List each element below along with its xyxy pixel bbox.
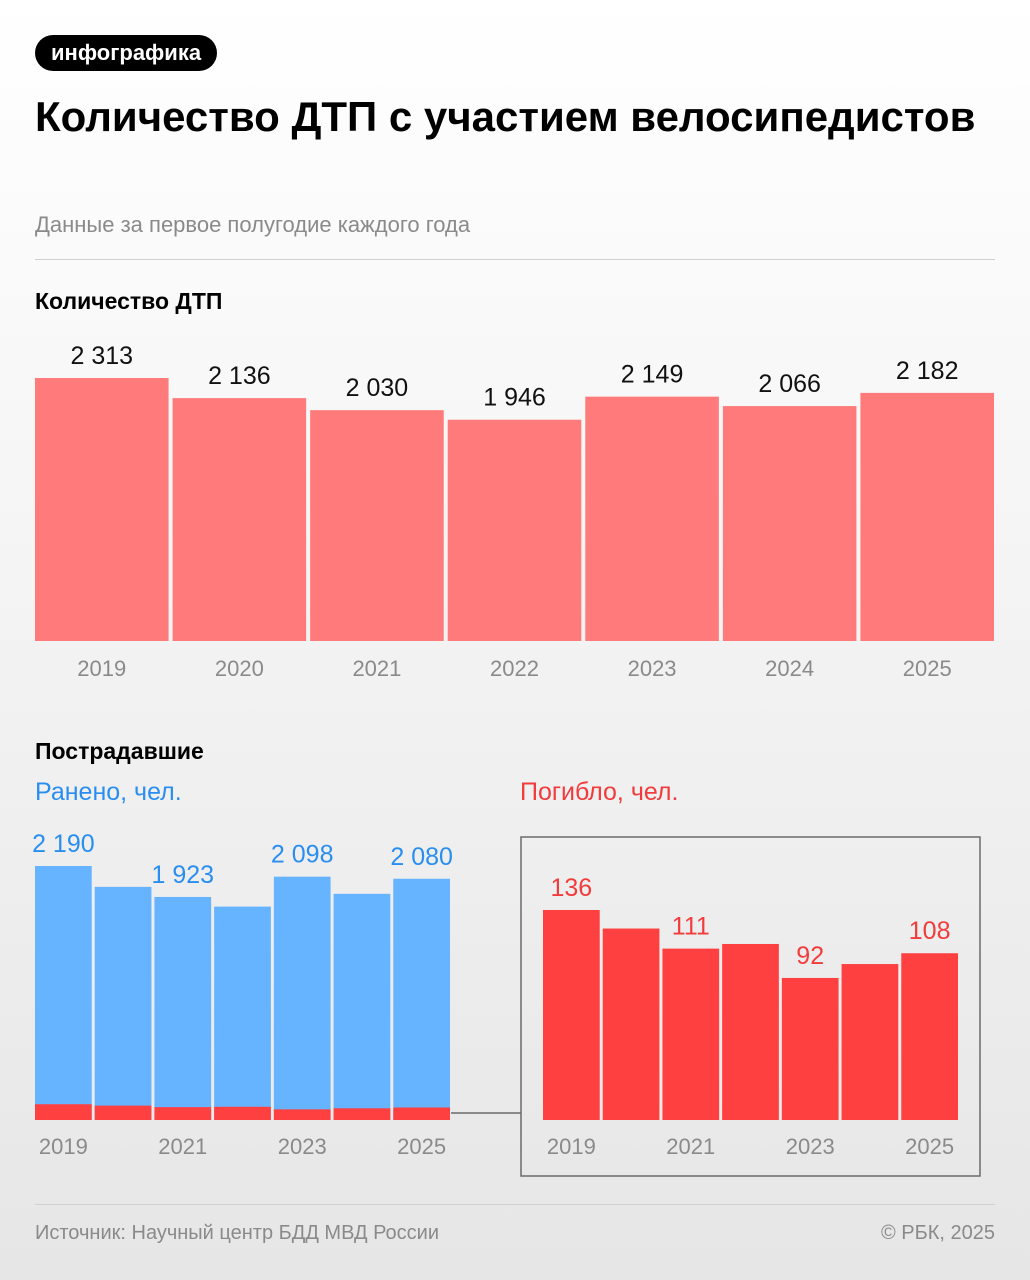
injured-overlay-killed-bar-2024 bbox=[333, 1108, 391, 1120]
injured-tick-label-2023: 2023 bbox=[278, 1134, 327, 1159]
accidents-bar-2019 bbox=[35, 378, 169, 641]
injured-bar-2024 bbox=[333, 893, 391, 1120]
killed-value-label-2025: 108 bbox=[909, 917, 951, 945]
killed-bar-2024 bbox=[841, 964, 899, 1120]
accidents-value-label-2023: 2 149 bbox=[621, 361, 684, 389]
accidents-tick-label-2022: 2022 bbox=[490, 656, 539, 681]
injured-overlay-killed-bar-2019 bbox=[35, 1104, 92, 1120]
accidents-value-label-2021: 2 030 bbox=[346, 374, 409, 402]
killed-bar-2022 bbox=[722, 943, 779, 1120]
injured-value-label-2019: 2 190 bbox=[32, 830, 95, 858]
divider-top bbox=[35, 259, 995, 260]
injured-bar-2019 bbox=[35, 866, 92, 1120]
accidents-tick-label-2024: 2024 bbox=[765, 656, 814, 681]
accidents-value-label-2022: 1 946 bbox=[483, 384, 546, 412]
page-title: Количество ДТП с участием велосипедистов bbox=[35, 93, 976, 140]
accidents-bar-2020 bbox=[172, 398, 307, 641]
killed-bar-2020 bbox=[602, 928, 660, 1120]
accidents-heading: Количество ДТП bbox=[35, 288, 223, 314]
injured-value-label-2023: 2 098 bbox=[271, 841, 334, 869]
injured-overlay-killed-bar-2021 bbox=[154, 1107, 212, 1120]
accidents-bar-2022 bbox=[447, 419, 582, 641]
accidents-value-label-2019: 2 313 bbox=[71, 342, 134, 370]
killed-bar-2021 bbox=[662, 948, 720, 1120]
killed-bar-2019 bbox=[543, 910, 600, 1120]
page-subtitle: Данные за первое полугодие каждого года bbox=[35, 212, 471, 237]
divider-bottom bbox=[35, 1204, 995, 1205]
accidents-bar-2023 bbox=[585, 396, 719, 641]
accidents-bar-2025 bbox=[860, 392, 994, 641]
injured-value-label-2025: 2 080 bbox=[390, 843, 453, 871]
injured-bar-2023 bbox=[273, 876, 331, 1120]
source-note: Источник: Научный центр БДД МВД России bbox=[35, 1222, 440, 1244]
injured-label: Ранено, чел. bbox=[35, 778, 182, 806]
injured-bar-2021 bbox=[154, 896, 212, 1120]
killed-value-label-2023: 92 bbox=[796, 942, 824, 970]
accidents-bar-2024 bbox=[722, 406, 857, 641]
injured-bar-2022 bbox=[214, 906, 271, 1120]
killed-tick-label-2021: 2021 bbox=[666, 1134, 715, 1159]
injured-value-label-2021: 1 923 bbox=[152, 861, 215, 889]
infographic-tag: инфографика bbox=[35, 35, 218, 71]
accidents-value-label-2025: 2 182 bbox=[896, 357, 959, 385]
injured-overlay-killed-bar-2022 bbox=[214, 1106, 271, 1120]
accidents-tick-label-2025: 2025 bbox=[903, 656, 952, 681]
accidents-value-label-2024: 2 066 bbox=[758, 370, 821, 398]
injured-tick-label-2021: 2021 bbox=[158, 1134, 207, 1159]
killed-tick-label-2025: 2025 bbox=[905, 1134, 954, 1159]
killed-value-label-2021: 111 bbox=[672, 913, 710, 941]
accidents-tick-label-2019: 2019 bbox=[77, 656, 126, 681]
injured-bar-2020 bbox=[94, 886, 152, 1120]
killed-bar-2025 bbox=[901, 953, 958, 1120]
killed-value-label-2019: 136 bbox=[550, 874, 592, 902]
injured-tick-label-2025: 2025 bbox=[397, 1134, 446, 1159]
victims-heading: Пострадавшие bbox=[35, 738, 204, 764]
killed-panel-frame bbox=[520, 836, 981, 1177]
killed-tick-label-2023: 2023 bbox=[786, 1134, 835, 1159]
copyright: © РБК, 2025 bbox=[880, 1222, 995, 1244]
accidents-tick-label-2020: 2020 bbox=[215, 656, 264, 681]
accidents-tick-label-2023: 2023 bbox=[628, 656, 677, 681]
injured-overlay-killed-bar-2025 bbox=[393, 1107, 450, 1120]
killed-tick-label-2019: 2019 bbox=[547, 1134, 596, 1159]
accidents-bar-2021 bbox=[310, 410, 444, 641]
killed-label: Погибло, чел. bbox=[520, 778, 679, 806]
injured-tick-label-2019: 2019 bbox=[39, 1134, 88, 1159]
injured-bar-2025 bbox=[393, 878, 450, 1120]
killed-bar-2023 bbox=[781, 977, 839, 1120]
accidents-tick-label-2021: 2021 bbox=[352, 656, 401, 681]
injured-overlay-killed-bar-2020 bbox=[94, 1105, 152, 1120]
accidents-value-label-2020: 2 136 bbox=[208, 362, 271, 390]
injured-overlay-killed-bar-2023 bbox=[273, 1109, 331, 1120]
